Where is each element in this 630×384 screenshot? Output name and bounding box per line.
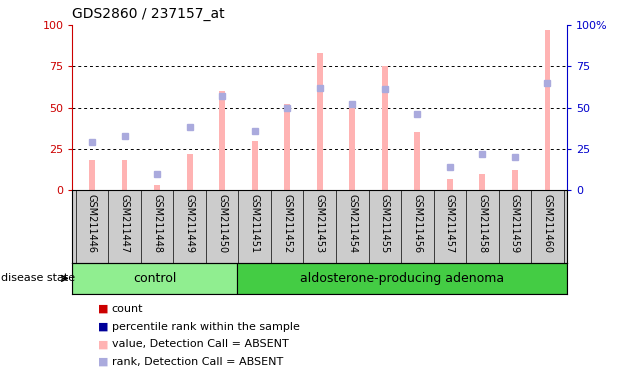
Bar — [447, 179, 453, 190]
Text: GSM211452: GSM211452 — [282, 194, 292, 253]
Text: count: count — [112, 304, 143, 314]
Text: GSM211446: GSM211446 — [87, 194, 97, 253]
Text: GSM211460: GSM211460 — [542, 194, 553, 253]
Text: ■: ■ — [98, 322, 108, 332]
Text: GDS2860 / 237157_at: GDS2860 / 237157_at — [72, 7, 225, 21]
Text: percentile rank within the sample: percentile rank within the sample — [112, 322, 299, 332]
Bar — [238, 263, 567, 294]
Text: GSM211447: GSM211447 — [120, 194, 130, 253]
Text: value, Detection Call = ABSENT: value, Detection Call = ABSENT — [112, 339, 289, 349]
Bar — [219, 91, 225, 190]
Bar — [89, 161, 95, 190]
Text: ■: ■ — [98, 339, 108, 349]
Bar — [284, 104, 290, 190]
Bar — [72, 263, 238, 294]
Text: GSM211453: GSM211453 — [315, 194, 324, 253]
Text: ■: ■ — [98, 357, 108, 367]
Text: GSM211449: GSM211449 — [185, 194, 195, 253]
Text: GSM211458: GSM211458 — [478, 194, 488, 253]
Bar — [186, 154, 193, 190]
Bar — [349, 104, 355, 190]
Bar — [512, 170, 518, 190]
Text: control: control — [133, 272, 176, 285]
Bar — [415, 132, 420, 190]
Text: GSM211456: GSM211456 — [412, 194, 422, 253]
Text: GSM211459: GSM211459 — [510, 194, 520, 253]
Bar — [317, 53, 323, 190]
Text: GSM211450: GSM211450 — [217, 194, 227, 253]
Text: rank, Detection Call = ABSENT: rank, Detection Call = ABSENT — [112, 357, 283, 367]
Text: aldosterone-producing adenoma: aldosterone-producing adenoma — [300, 272, 504, 285]
Text: GSM211448: GSM211448 — [152, 194, 162, 253]
Text: GSM211451: GSM211451 — [249, 194, 260, 253]
Text: ■: ■ — [98, 304, 108, 314]
Text: GSM211455: GSM211455 — [380, 194, 390, 253]
Text: disease state: disease state — [1, 273, 76, 283]
Bar — [544, 30, 551, 190]
Bar — [382, 66, 387, 190]
Text: GSM211457: GSM211457 — [445, 194, 455, 253]
Bar — [154, 185, 160, 190]
Bar — [122, 161, 127, 190]
Text: GSM211454: GSM211454 — [347, 194, 357, 253]
Bar — [252, 141, 258, 190]
Bar — [479, 174, 485, 190]
